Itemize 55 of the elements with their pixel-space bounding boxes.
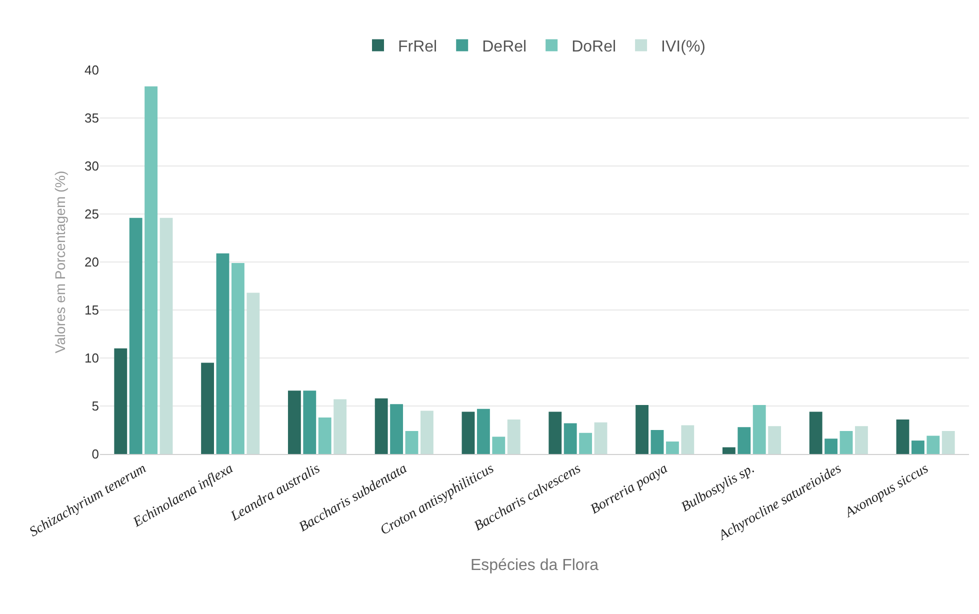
bar [114, 348, 128, 454]
x-axis-title: Espécies da Flora [470, 556, 599, 574]
bar [564, 423, 577, 454]
y-tick-label: 15 [84, 302, 99, 318]
bar [855, 426, 868, 454]
bar [650, 430, 664, 454]
y-tick-label: 0 [92, 446, 99, 462]
bar [201, 362, 214, 454]
bar [318, 418, 332, 454]
bar [374, 398, 388, 454]
bar [636, 405, 648, 454]
bar [926, 436, 940, 454]
bar [579, 432, 592, 454]
bar [594, 422, 608, 454]
bar [681, 425, 694, 454]
legend-label: IVI(%) [661, 38, 706, 56]
bar [334, 399, 347, 454]
bar [824, 438, 838, 454]
bar [216, 253, 230, 454]
legend-label: DeRel [482, 38, 527, 56]
bar [911, 440, 924, 454]
y-tick-label: 25 [84, 206, 99, 222]
bar [738, 427, 751, 454]
bar [390, 404, 404, 454]
y-tick-label: 5 [92, 398, 99, 414]
y-tick-label: 40 [84, 62, 99, 78]
y-tick-label: 30 [84, 158, 99, 174]
bar [507, 419, 520, 454]
legend-label: DoRel [572, 38, 616, 56]
bar [896, 419, 910, 454]
y-axis-title: Valores em Porcentagem (%) [52, 170, 68, 354]
bar [809, 412, 822, 454]
bar [144, 86, 158, 454]
bar [752, 405, 766, 454]
bar [462, 412, 475, 454]
y-tick-label: 20 [84, 254, 99, 270]
bar [666, 442, 679, 454]
bar [840, 430, 853, 454]
bar [231, 262, 244, 454]
bar [246, 292, 260, 454]
bar [405, 430, 418, 454]
bar [160, 218, 173, 454]
bar [288, 390, 301, 454]
bar [492, 436, 506, 454]
bar [548, 412, 562, 454]
bar [942, 430, 955, 454]
bar [129, 218, 142, 454]
bar [722, 447, 736, 454]
y-tick-label: 35 [84, 110, 99, 126]
bar [420, 410, 434, 454]
bar [476, 408, 490, 454]
bar [303, 390, 316, 454]
y-tick-label: 10 [84, 350, 99, 366]
legend-label: FrRel [398, 38, 438, 56]
bar [768, 426, 782, 454]
